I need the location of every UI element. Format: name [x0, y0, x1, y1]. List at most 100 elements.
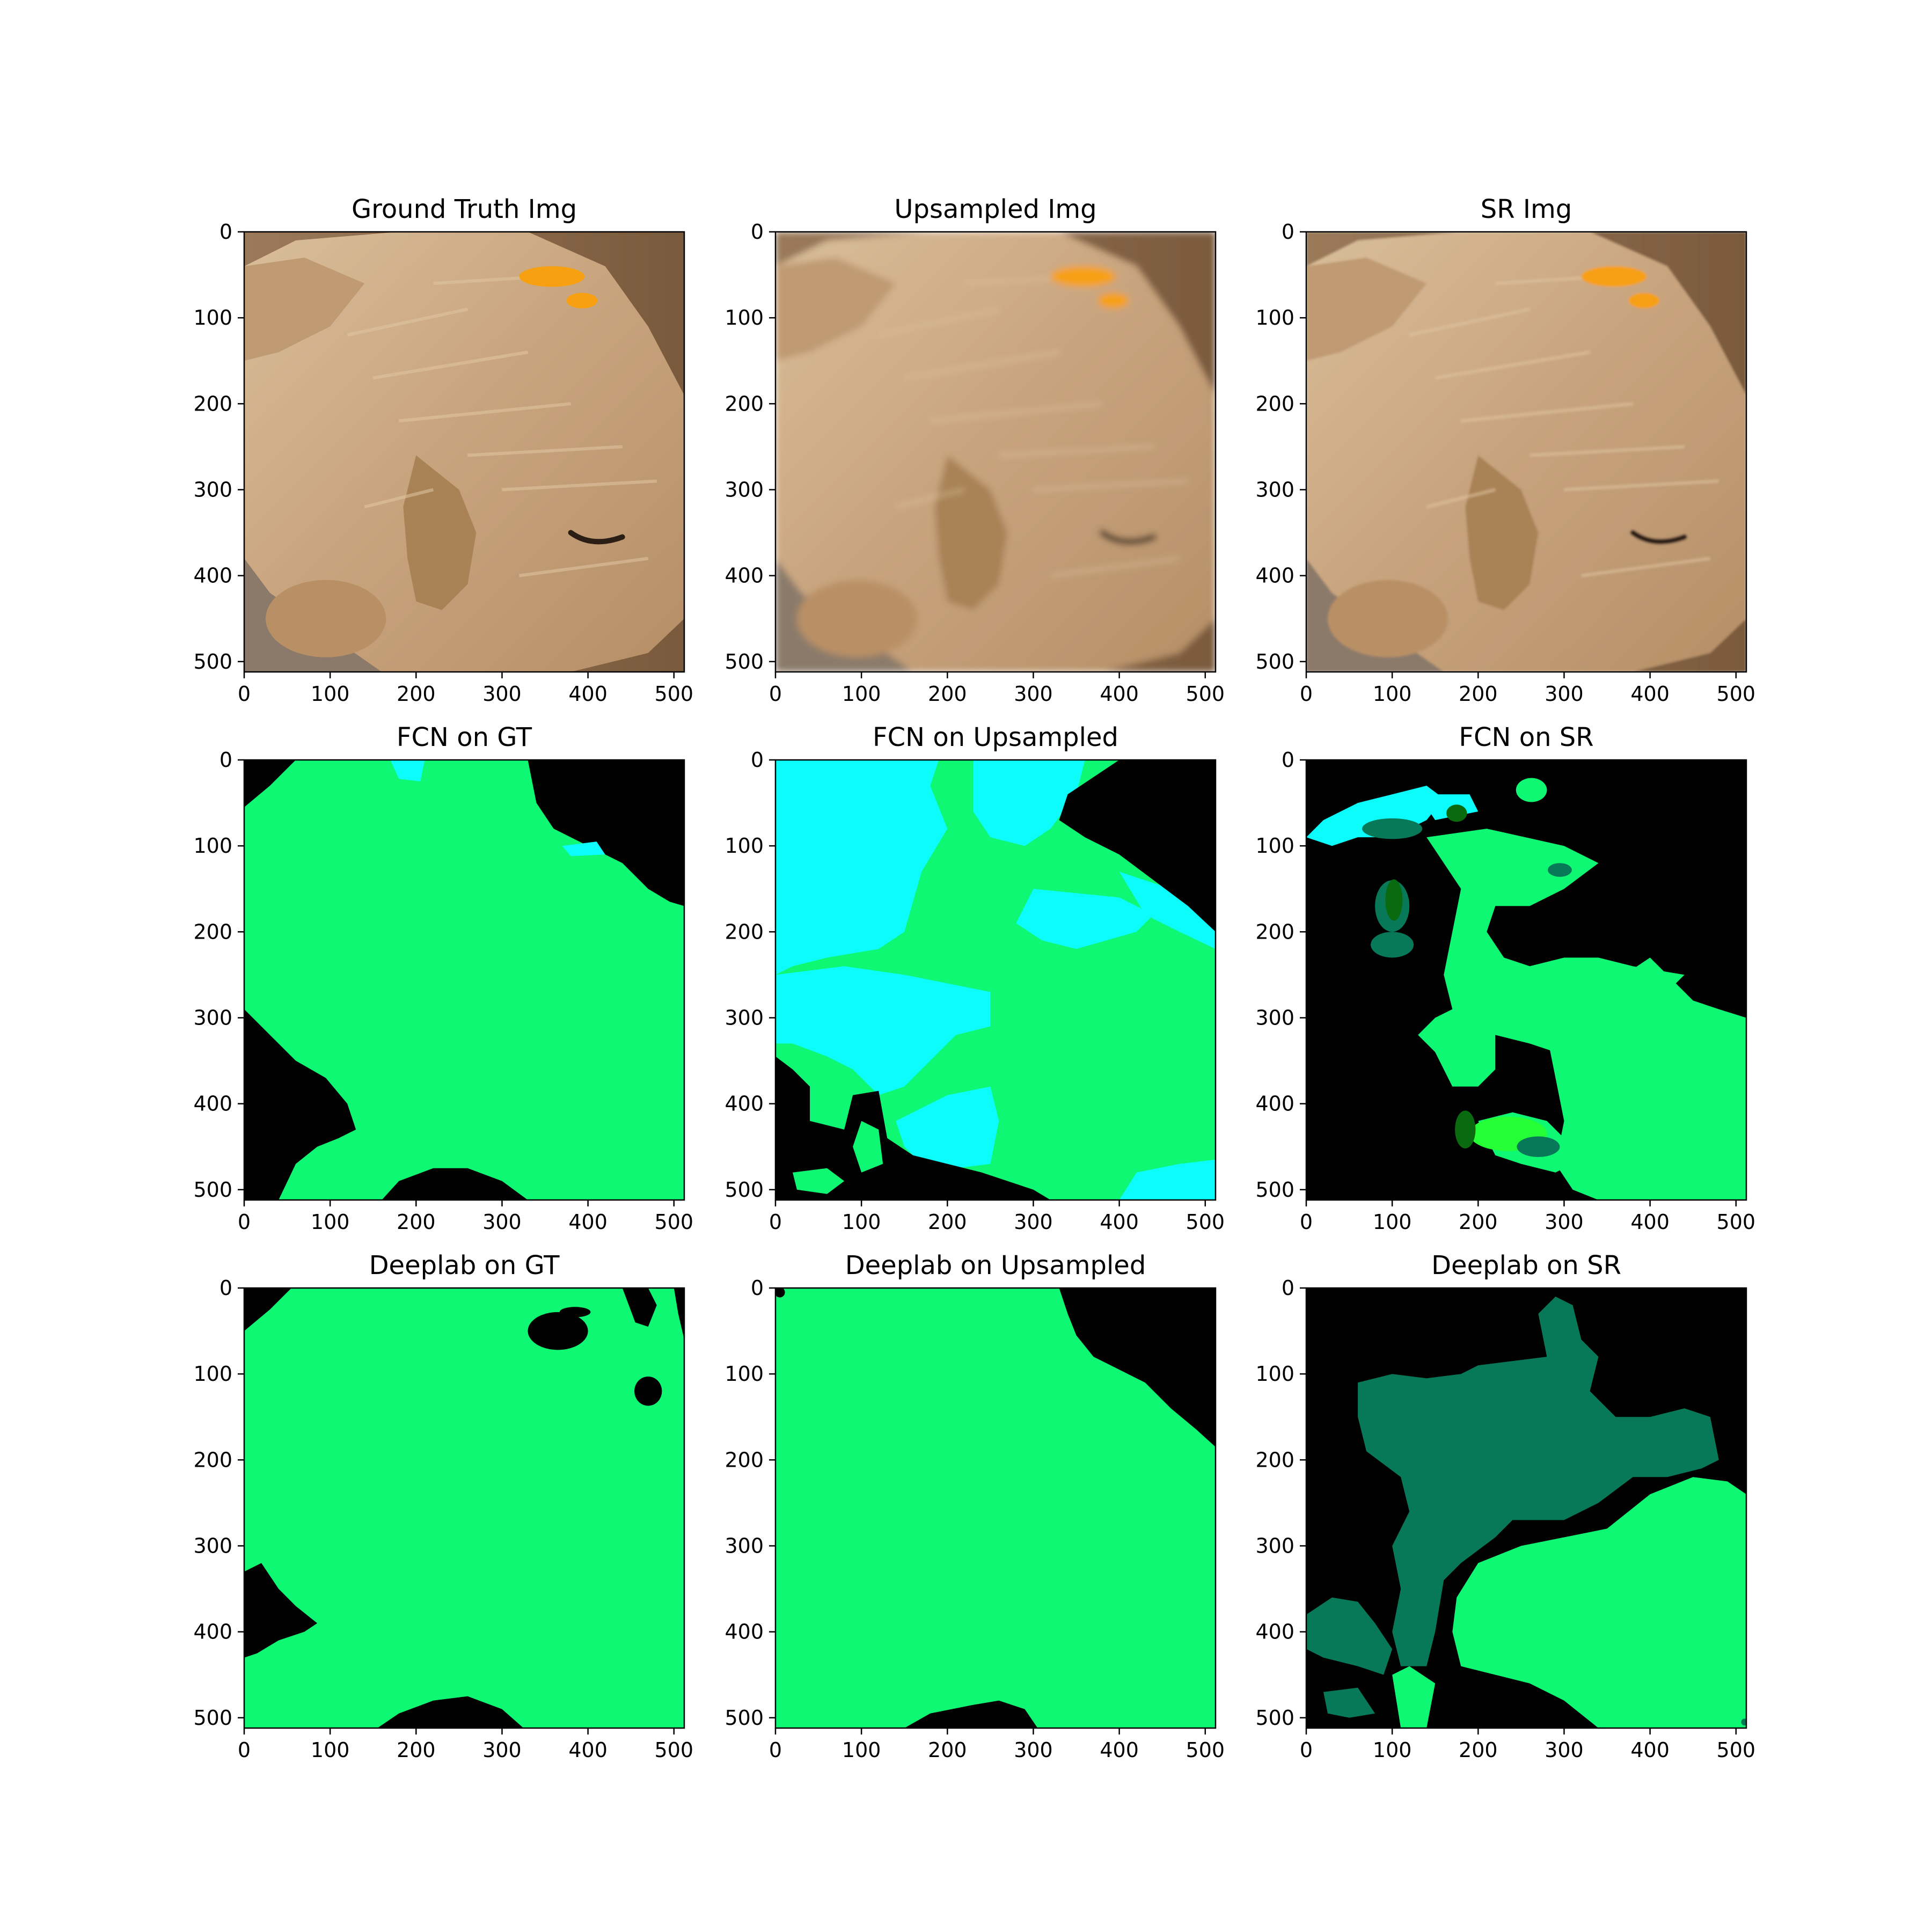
- segment-teal: [1371, 932, 1414, 958]
- segment-cyan: [896, 1086, 999, 1168]
- y-tick-label: 0: [751, 748, 764, 772]
- axes-frame: [1305, 231, 1747, 673]
- panel-image: [775, 232, 1216, 672]
- ear-ribbon: [566, 292, 598, 309]
- y-tick-label: 200: [193, 1448, 232, 1472]
- fur-texture: [502, 479, 657, 492]
- panel-title: SR Img: [1481, 194, 1572, 224]
- fur-texture: [1435, 350, 1591, 380]
- x-tick-label: 300: [1014, 1738, 1053, 1762]
- y-tick-label: 400: [724, 1092, 764, 1116]
- y-tick-label: 100: [193, 834, 232, 858]
- panel-title: FCN on SR: [1459, 722, 1593, 752]
- segment-cyan: [775, 760, 948, 975]
- y-tick-label: 400: [1255, 1620, 1294, 1644]
- x-tick-label: 300: [482, 1738, 522, 1762]
- x-tick-label: 100: [842, 1210, 881, 1234]
- dog-photo: [1306, 232, 1746, 672]
- axes-frame: [243, 759, 685, 1201]
- y-tick-label: 500: [1255, 1706, 1294, 1730]
- y-tick-label: 100: [724, 1362, 764, 1386]
- segment-dog: [793, 1168, 845, 1194]
- panel-title: Upsampled Img: [894, 194, 1096, 224]
- y-tick-label: 200: [193, 920, 232, 943]
- segment-dog: [244, 1288, 684, 1728]
- ear-ribbon: [1581, 266, 1647, 287]
- segmentation-mask: [775, 760, 1216, 1200]
- x-tick-label: 500: [1717, 682, 1756, 706]
- ear-ribbon: [1097, 292, 1129, 309]
- segment-teal: [1741, 1718, 1746, 1726]
- x-tick-label: 300: [1545, 1738, 1584, 1762]
- panel-image: [244, 232, 684, 672]
- x-tick-label: 100: [1373, 682, 1412, 706]
- axes-frame: [774, 759, 1217, 1201]
- fur-texture: [364, 488, 434, 509]
- segment-background: [528, 760, 684, 906]
- y-tick-label: 500: [193, 1706, 232, 1730]
- x-tick-label: 0: [1300, 1210, 1313, 1234]
- x-tick-label: 0: [769, 1210, 782, 1234]
- x-tick-label: 0: [238, 1210, 251, 1234]
- segment-background: [559, 1307, 591, 1318]
- axes-frame: [774, 231, 1217, 673]
- segment-teal: [1323, 1687, 1375, 1718]
- dog-eye: [1630, 530, 1687, 545]
- segmentation-mask: [775, 1288, 1216, 1728]
- panel-title: Ground Truth Img: [352, 194, 577, 224]
- y-tick-label: 300: [193, 1534, 232, 1557]
- x-tick-label: 0: [1300, 1738, 1313, 1762]
- y-tick-label: 300: [724, 1006, 764, 1029]
- segment-background: [244, 1009, 356, 1200]
- x-tick-label: 400: [1630, 1738, 1670, 1762]
- y-tick-label: 200: [724, 1448, 764, 1472]
- fur-texture: [519, 557, 649, 577]
- segment-dog: [1392, 1666, 1436, 1728]
- x-tick-label: 100: [311, 682, 350, 706]
- y-tick-label: 400: [724, 1620, 764, 1644]
- segment-background: [674, 1288, 684, 1340]
- y-tick-label: 100: [193, 306, 232, 330]
- y-tick-label: 0: [219, 220, 232, 244]
- x-tick-label: 100: [842, 682, 881, 706]
- panel-title: Deeplab on GT: [369, 1250, 560, 1280]
- y-tick-label: 400: [193, 564, 232, 588]
- y-tick-label: 100: [1255, 834, 1294, 858]
- y-tick-label: 0: [751, 220, 764, 244]
- segment-teal: [1362, 818, 1423, 839]
- y-tick-label: 200: [193, 392, 232, 415]
- segmentation-mask: [1306, 1288, 1746, 1728]
- x-tick-label: 400: [1100, 1738, 1139, 1762]
- segment-dark-green: [1385, 879, 1403, 921]
- x-tick-label: 500: [1186, 1210, 1225, 1234]
- x-tick-label: 100: [1373, 1738, 1412, 1762]
- x-tick-label: 0: [238, 1738, 251, 1762]
- axes-frame: [243, 231, 685, 673]
- y-tick-label: 400: [1255, 1092, 1294, 1116]
- y-tick-label: 200: [1255, 392, 1294, 415]
- y-tick-label: 500: [724, 1178, 764, 1202]
- segment-background: [634, 1376, 662, 1406]
- fur-texture: [1581, 557, 1711, 577]
- fur-shadow: [244, 258, 365, 361]
- dog-photo: [244, 232, 684, 672]
- ear-ribbon: [519, 266, 585, 287]
- fur-texture: [1050, 557, 1180, 577]
- fur-shadow: [775, 258, 896, 361]
- fur-texture: [372, 350, 529, 380]
- y-tick-label: 500: [193, 1178, 232, 1202]
- panel-fcn-sr: FCN on SR0 100 200 300 400 500010020030040050…: [1255, 722, 1755, 1234]
- y-tick-label: 300: [193, 478, 232, 501]
- x-tick-label: 500: [1717, 1210, 1756, 1234]
- ear-ribbon: [1628, 292, 1660, 309]
- fur-texture: [904, 350, 1060, 380]
- x-tick-label: 400: [1100, 1210, 1139, 1234]
- x-tick-label: 500: [655, 682, 694, 706]
- fur-texture: [1564, 479, 1719, 492]
- x-tick-label: 300: [1014, 682, 1053, 706]
- x-tick-label: 200: [1459, 1738, 1498, 1762]
- fur-texture: [878, 308, 1000, 337]
